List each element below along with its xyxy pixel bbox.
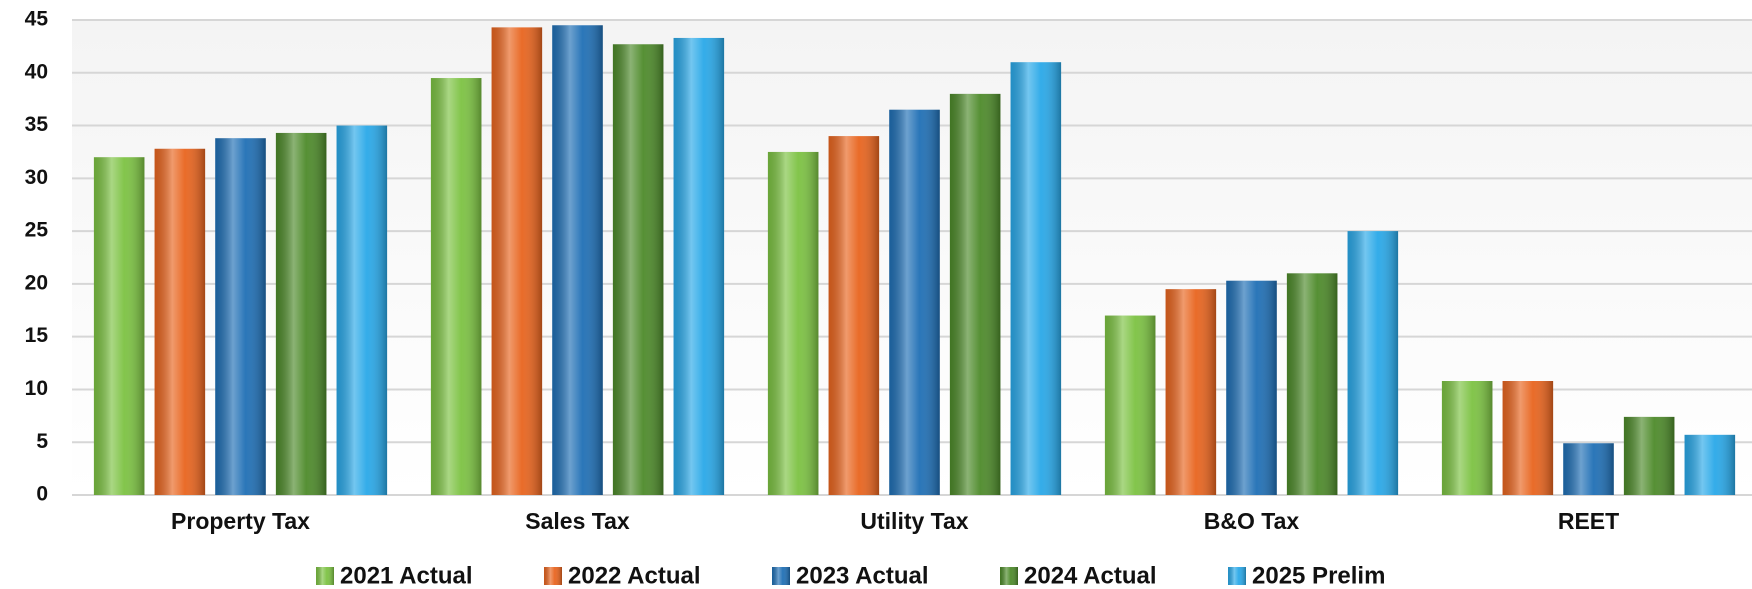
bar-shade (552, 25, 603, 496)
x-tick-label: Sales Tax (525, 508, 630, 534)
bar-shade (93, 157, 145, 495)
bar-shade (1684, 434, 1736, 495)
legend-swatch-shade (1000, 567, 1018, 585)
x-tick-label: Utility Tax (860, 508, 968, 534)
bar-shade (1226, 280, 1277, 495)
y-tick-label: 0 (36, 483, 48, 506)
bar-shade (828, 136, 880, 495)
bar-shade (949, 93, 1001, 495)
legend-swatch-shade (316, 567, 334, 585)
y-tick-label: 25 (25, 219, 49, 242)
legend-label: 2024 Actual (1024, 562, 1157, 589)
legend-label: 2022 Actual (568, 562, 701, 589)
x-tick-label: B&O Tax (1204, 508, 1300, 534)
y-tick-label: 35 (25, 113, 49, 136)
bar-shade (1010, 62, 1062, 495)
bar-shade (889, 109, 940, 495)
y-tick-label: 20 (25, 271, 48, 294)
y-tick-label: 10 (25, 377, 48, 400)
y-tick-label: 30 (25, 166, 48, 189)
bar-shade (1563, 443, 1614, 495)
bar-shade (1286, 273, 1338, 495)
bar-shade (1623, 416, 1675, 495)
bar-shade (491, 27, 543, 496)
bar-shade (612, 44, 664, 496)
y-tick-label: 40 (25, 60, 48, 83)
bar-shade (1165, 289, 1217, 495)
bar-shade (1441, 381, 1493, 495)
y-tick-label: 5 (36, 430, 48, 453)
x-tick-label: Property Tax (171, 508, 310, 534)
bar-shade (673, 37, 725, 495)
legend-swatch-shade (544, 567, 562, 585)
bar-shade (1347, 231, 1399, 495)
x-tick-label: REET (1558, 508, 1619, 534)
bar-shade (154, 148, 206, 495)
y-tick-label: 45 (25, 8, 49, 31)
bar-shade (767, 151, 819, 495)
bar-shade (336, 125, 388, 496)
legend-swatch-shade (1228, 567, 1246, 585)
bar-shade (1502, 381, 1554, 495)
bar-shade (215, 138, 266, 495)
legend-label: 2021 Actual (340, 562, 473, 589)
y-tick-label: 15 (25, 324, 49, 347)
legend-label: 2023 Actual (796, 562, 929, 589)
bar-shade (430, 78, 482, 496)
bar-shade (1104, 315, 1156, 495)
legend-label: 2025 Prelim (1252, 562, 1385, 589)
bar-shade (275, 132, 327, 495)
legend-swatch-shade (772, 567, 790, 585)
